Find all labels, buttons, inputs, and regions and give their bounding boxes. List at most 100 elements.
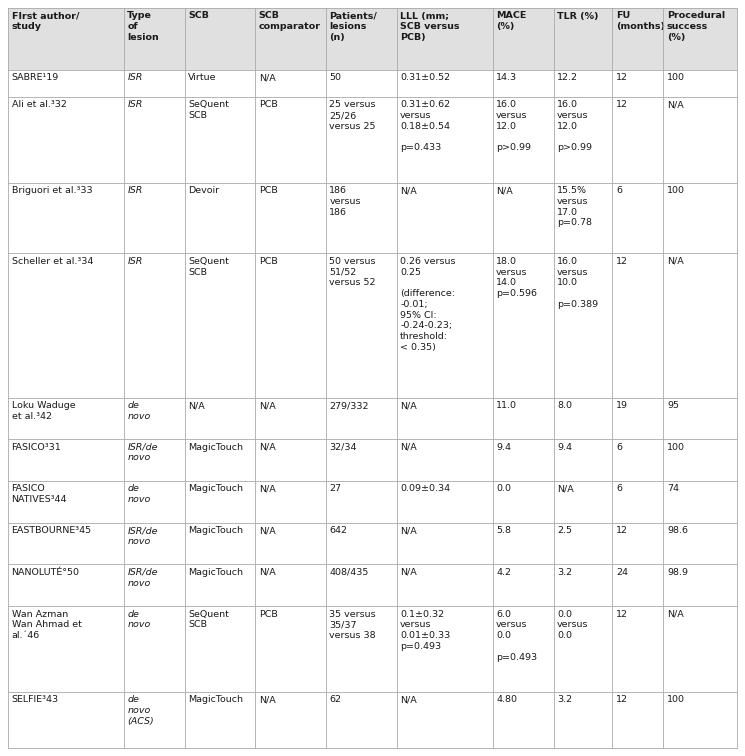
Bar <box>396 481 492 522</box>
Text: 100: 100 <box>667 443 685 452</box>
Text: 5.8: 5.8 <box>496 526 511 535</box>
Text: SCB: SCB <box>188 11 209 20</box>
Bar <box>8 565 124 606</box>
Text: 12: 12 <box>616 696 628 704</box>
Bar <box>124 522 185 565</box>
Bar <box>492 398 554 439</box>
Bar <box>396 522 492 565</box>
Text: 25 versus
25/26
versus 25: 25 versus 25/26 versus 25 <box>329 101 376 131</box>
Bar <box>8 8 124 70</box>
Text: N/A: N/A <box>259 696 276 704</box>
Bar <box>8 522 124 565</box>
Text: MagicTouch: MagicTouch <box>188 696 243 704</box>
Text: ISR/de
novo: ISR/de novo <box>127 568 158 587</box>
Text: SELFIE³43: SELFIE³43 <box>11 696 59 704</box>
Text: N/A: N/A <box>259 526 276 535</box>
Bar <box>492 522 554 565</box>
Bar <box>185 481 256 522</box>
Bar <box>492 70 554 97</box>
Text: ISR: ISR <box>127 186 142 195</box>
Text: 98.6: 98.6 <box>667 526 688 535</box>
Text: Briguori et al.³33: Briguori et al.³33 <box>11 186 92 195</box>
Bar <box>256 606 326 692</box>
Bar <box>326 253 396 398</box>
Bar <box>8 692 124 748</box>
Bar <box>256 253 326 398</box>
Bar <box>256 522 326 565</box>
Bar <box>124 565 185 606</box>
Bar <box>612 182 663 253</box>
Bar <box>663 398 737 439</box>
Bar <box>8 182 124 253</box>
Bar <box>256 182 326 253</box>
Text: Ali et al.³32: Ali et al.³32 <box>11 101 66 110</box>
Text: N/A: N/A <box>496 186 513 195</box>
Bar <box>185 182 256 253</box>
Bar <box>256 97 326 182</box>
Text: N/A: N/A <box>400 186 416 195</box>
Bar <box>663 481 737 522</box>
Text: N/A: N/A <box>667 609 684 618</box>
Bar <box>124 97 185 182</box>
Bar <box>185 439 256 481</box>
Bar <box>492 565 554 606</box>
Text: N/A: N/A <box>259 73 276 82</box>
Text: ISR: ISR <box>127 257 142 266</box>
Bar <box>492 692 554 748</box>
Text: 12: 12 <box>616 526 628 535</box>
Text: 0.31±0.52: 0.31±0.52 <box>400 73 450 82</box>
Text: 642: 642 <box>329 526 347 535</box>
Bar <box>256 565 326 606</box>
Bar <box>554 97 612 182</box>
Text: 100: 100 <box>667 696 685 704</box>
Text: N/A: N/A <box>259 443 276 452</box>
Text: Virtue: Virtue <box>188 73 217 82</box>
Text: 0.09±0.34: 0.09±0.34 <box>400 485 450 494</box>
Bar <box>256 481 326 522</box>
Text: N/A: N/A <box>667 101 684 110</box>
Text: N/A: N/A <box>400 568 416 577</box>
Text: LLL (mm;
SCB versus
PCB): LLL (mm; SCB versus PCB) <box>400 11 460 42</box>
Text: N/A: N/A <box>400 443 416 452</box>
Bar <box>492 481 554 522</box>
Text: 32/34: 32/34 <box>329 443 357 452</box>
Text: de
novo: de novo <box>127 485 150 504</box>
Bar <box>612 565 663 606</box>
Bar <box>554 398 612 439</box>
Text: 0.31±0.62
versus
0.18±0.54

p=0.433: 0.31±0.62 versus 0.18±0.54 p=0.433 <box>400 101 450 153</box>
Bar <box>8 398 124 439</box>
Text: 408/435: 408/435 <box>329 568 369 577</box>
Bar <box>326 692 396 748</box>
Bar <box>185 70 256 97</box>
Text: Procedural
success
(%): Procedural success (%) <box>667 11 725 42</box>
Bar <box>663 439 737 481</box>
Bar <box>326 8 396 70</box>
Bar <box>8 481 124 522</box>
Text: N/A: N/A <box>400 526 416 535</box>
Text: Loku Waduge
et al.³42: Loku Waduge et al.³42 <box>11 401 75 421</box>
Text: 186
versus
186: 186 versus 186 <box>329 186 361 216</box>
Bar <box>326 481 396 522</box>
Bar <box>663 70 737 97</box>
Text: MACE
(%): MACE (%) <box>496 11 527 31</box>
Bar <box>663 522 737 565</box>
Bar <box>185 565 256 606</box>
Bar <box>612 8 663 70</box>
Text: 0.26 versus
0.25

(difference:
-0.01;
95% CI:
-0.24-0.23;
threshold:
< 0.35): 0.26 versus 0.25 (difference: -0.01; 95%… <box>400 257 455 352</box>
Bar <box>492 606 554 692</box>
Text: N/A: N/A <box>557 485 574 494</box>
Text: 6.0
versus
0.0

p=0.493: 6.0 versus 0.0 p=0.493 <box>496 609 537 662</box>
Bar <box>612 481 663 522</box>
Bar <box>663 182 737 253</box>
Bar <box>396 398 492 439</box>
Text: 2.5: 2.5 <box>557 526 572 535</box>
Bar <box>612 70 663 97</box>
Bar <box>124 253 185 398</box>
Bar <box>8 439 124 481</box>
Text: N/A: N/A <box>400 696 416 704</box>
Bar <box>326 565 396 606</box>
Bar <box>124 182 185 253</box>
Bar <box>256 692 326 748</box>
Text: SCB
comparator: SCB comparator <box>259 11 321 31</box>
Bar <box>492 97 554 182</box>
